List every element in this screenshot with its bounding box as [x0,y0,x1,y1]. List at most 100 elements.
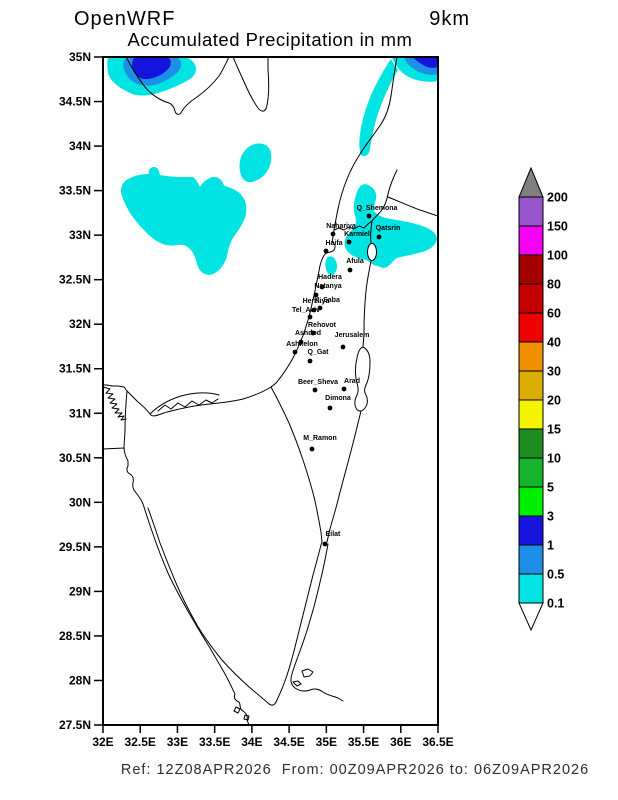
city-label-Qatsrin: Qatsrin [376,225,401,232]
israel-lebanon-border [333,220,373,231]
city-label-Ashdod: Ashdod [295,330,321,337]
precip-round-cell [239,143,272,183]
colorbar-tick-label: 0.5 [547,568,564,582]
colorbar-tick-label: 80 [547,278,561,292]
city-dot-Nahariya [330,231,336,237]
colorbar-segment [518,573,544,604]
lat-tick-label: 32.5N [59,273,91,287]
colorbar-tick-label: 150 [547,220,568,234]
lat-tick-label: 34.5N [59,95,91,109]
colorbar-segment [518,457,544,488]
lon-tick-label: 32.5E [125,735,156,749]
city-label-Dimona: Dimona [325,395,351,402]
lat-tick-label: 33.5N [59,184,91,198]
resolution-label: 9km [429,8,470,30]
colorbar-tick-label: 5 [547,481,554,495]
precip-carmel-cell [325,256,338,276]
colorbar-segment [518,370,544,401]
precip-cyprus-core [131,57,171,80]
lat-tick-label: 31.5N [59,362,91,376]
lat-axis: 35N 34.5N 34N 33.5N 33N 32.5N 32N 31.5N 31N 30.5N… [59,50,103,732]
city-dot-Dimona [327,405,333,411]
city-label-Eilat: Eilat [326,531,341,538]
plot-subtitle: Accumulated Precipitation in mm [128,29,413,50]
precip-lebanon-band [359,59,398,157]
lon-axis: 32E 32.5E 33E 33.5E 34E 34.5E 35E 35.5E 36E 36.5E [92,725,454,749]
aqaba-east-coast [290,543,344,702]
precip-sea-blob [120,167,247,275]
colorbar-segment [518,283,544,314]
lon-tick-label: 34.5E [273,735,304,749]
jordan-river [362,220,373,348]
lat-tick-label: 35N [69,50,91,64]
lat-tick-label: 28.5N [59,629,91,643]
colorbar-segment [518,196,544,227]
dead-sea [354,346,371,412]
colorbar-segment [518,544,544,575]
city-label-Q_Shemona: Q_Shemona [357,205,398,212]
lat-tick-label: 31N [69,406,91,420]
precip-galilee-blob [344,184,437,268]
colorbar-segment [518,225,544,256]
lon-tick-label: 34E [241,735,262,749]
colorbar-tick-label: 3 [547,510,554,524]
lon-tick-label: 33E [167,735,188,749]
sea-of-galilee [367,243,377,261]
city-dot-Ashdod [298,339,304,345]
arava-border [326,410,362,543]
city-dot-Q_Gat [307,358,313,364]
colorbar-tick-label: 0.1 [547,597,564,611]
gulf-of-suez-west-coast [142,503,250,725]
city-label-Q_Gat: Q_Gat [307,349,329,356]
lat-tick-label: 33N [69,228,91,242]
lon-tick-label: 33.5E [199,735,230,749]
city-dot-Beer_Sheva [312,387,318,393]
colorbar-tick-label: 40 [547,336,561,350]
egypt-israel-border [270,386,323,543]
city-dot-Arad [341,386,347,392]
city-dot-Rehovot [310,330,316,336]
city-dot-Q_Shemona [366,213,372,219]
lon-tick-label: 35.5E [348,735,379,749]
city-dot-Natanya [313,292,319,298]
lat-tick-label: 32N [69,317,91,331]
colorbar-tick-label: 20 [547,394,561,408]
colorbar-tick-label: 10 [547,452,561,466]
city-dot-Haifa [323,248,329,254]
suez-canal [103,390,144,505]
city-label-Hadera: Hadera [318,274,342,281]
lat-tick-label: 29N [69,584,91,598]
city-dot-Eilat [322,541,328,547]
lon-tick-label: 32E [92,735,113,749]
sinai-east-coast [275,541,323,703]
lon-tick-label: 35E [316,735,337,749]
colorbar-tick-label: 1 [547,539,554,553]
lat-tick-label: 30N [69,495,91,509]
colorbar-tick-label: 200 [547,191,568,205]
city-dot-Hadera [319,284,325,290]
city-label-Ashkelon: Ashkelon [286,341,318,348]
city-dot-Herzliya [311,307,317,313]
city-dot-K_Saba [317,305,323,311]
city-dot-Afula [347,267,353,273]
colorbar-segment [518,428,544,459]
city-label-Tel_Aviv: Tel_Aviv [292,307,320,314]
city-label-Jerusalem: Jerusalem [335,332,370,339]
model-title: OpenWRF [74,8,175,30]
city-label-Herzliya: Herzliya [303,298,330,305]
city-label-Karmiel: Karmiel [344,231,370,238]
colorbar-tick-label: 100 [547,249,568,263]
bardawil-lagoon [149,392,220,415]
colorbar-segment [518,399,544,430]
colorbar: 200 150 100 80 60 40 30 20 15 10 5 3 1 0.5 0.1 [518,166,568,632]
colorbar-segment [518,486,544,517]
city-label-Rehovot: Rehovot [308,322,337,329]
reference-time-line: Ref: 12Z08APR2026 From: 00Z09APR2026 to:… [121,762,589,778]
colorbar-segment [518,515,544,546]
colorbar-segment [518,341,544,372]
city-label-Arad: Arad [344,378,360,385]
lat-tick-label: 30.5N [59,451,91,465]
lebanon-syria-border [371,169,438,222]
